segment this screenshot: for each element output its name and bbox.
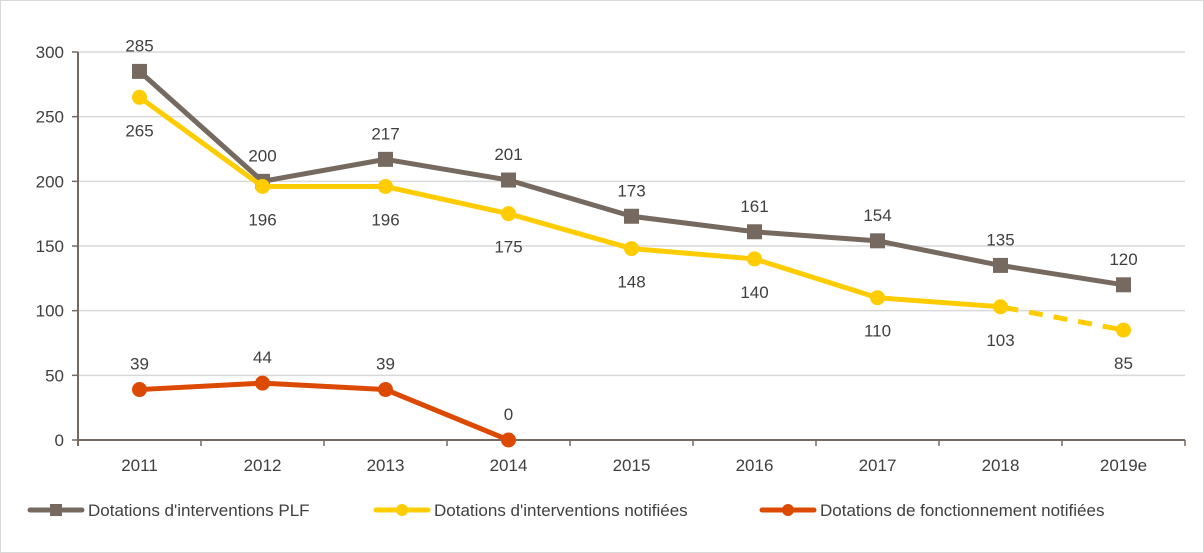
y-tick-label: 0 bbox=[55, 431, 64, 450]
data-label: 201 bbox=[494, 145, 522, 164]
data-point-marker bbox=[1116, 277, 1131, 293]
y-tick-label: 50 bbox=[45, 366, 64, 385]
data-label: 39 bbox=[130, 355, 149, 374]
legend-item: Dotations d'interventions notifiées bbox=[373, 501, 688, 520]
data-label: 285 bbox=[125, 36, 153, 55]
data-labels: 285 200 217 201 173 161 154 135 120 265 196 196 175 1… bbox=[125, 36, 1137, 424]
x-tick-label: 2011 bbox=[121, 456, 158, 475]
data-point-marker bbox=[132, 89, 147, 105]
data-point-marker bbox=[255, 375, 270, 391]
data-point-marker bbox=[378, 151, 393, 167]
x-tick-label: 2013 bbox=[367, 456, 405, 475]
data-point-marker bbox=[624, 208, 639, 224]
data-point-marker bbox=[255, 179, 270, 195]
data-point-marker bbox=[747, 251, 762, 267]
data-point-marker bbox=[747, 224, 762, 240]
data-label: 120 bbox=[1109, 250, 1137, 269]
data-label: 200 bbox=[248, 146, 276, 165]
y-tick-label: 150 bbox=[36, 237, 64, 256]
x-tick-label: 2015 bbox=[613, 456, 651, 475]
data-label: 140 bbox=[740, 283, 768, 302]
data-label: 103 bbox=[986, 331, 1014, 350]
x-axis-ticks: 2011 2012 2013 2014 2015 2016 2017 2018 2019e bbox=[77, 440, 1186, 475]
y-tick-label: 200 bbox=[36, 172, 64, 191]
data-label: 196 bbox=[371, 211, 399, 230]
data-label: 196 bbox=[248, 211, 276, 230]
data-point-marker bbox=[1116, 322, 1131, 338]
x-tick-label: 2014 bbox=[490, 456, 528, 475]
data-point-marker bbox=[378, 179, 393, 195]
y-tick-label: 300 bbox=[36, 43, 64, 62]
data-label: 265 bbox=[125, 121, 153, 140]
x-tick-label: 2016 bbox=[736, 456, 774, 475]
data-label: 154 bbox=[863, 206, 891, 225]
legend-item: Dotations de fonctionnement notifiées bbox=[759, 501, 1104, 520]
legend-label: Dotations de fonctionnement notifiées bbox=[820, 501, 1104, 520]
x-tick-label: 2017 bbox=[859, 456, 897, 475]
data-label: 85 bbox=[1114, 354, 1133, 373]
axes bbox=[77, 52, 1185, 446]
data-point-marker bbox=[378, 382, 393, 398]
series-dashed-line-1 bbox=[1000, 304, 1124, 333]
series-line-2 bbox=[137, 380, 511, 443]
legend-label: Dotations d'interventions PLF bbox=[88, 501, 310, 520]
x-tick-label: 2018 bbox=[982, 456, 1020, 475]
data-label: 110 bbox=[864, 322, 891, 341]
data-point-marker bbox=[132, 63, 147, 79]
y-tick-label: 100 bbox=[36, 302, 64, 321]
data-label: 44 bbox=[253, 348, 272, 367]
data-point-marker bbox=[501, 206, 516, 222]
data-label: 175 bbox=[494, 238, 522, 257]
data-point-marker bbox=[993, 257, 1008, 273]
data-label: 135 bbox=[986, 230, 1014, 249]
y-tick-label: 250 bbox=[36, 108, 64, 127]
legend: Dotations d'interventions PLF Dotations d… bbox=[27, 501, 1104, 520]
data-point-marker bbox=[501, 172, 516, 188]
series-line-1 bbox=[137, 94, 1003, 310]
data-label: 0 bbox=[504, 405, 513, 424]
data-point-marker bbox=[132, 382, 147, 398]
x-tick-label: 2019e bbox=[1100, 456, 1147, 475]
x-tick-label: 2012 bbox=[244, 456, 282, 475]
data-label: 173 bbox=[617, 181, 645, 200]
legend-marker-square-icon bbox=[50, 504, 62, 516]
data-label: 217 bbox=[371, 124, 399, 143]
data-label: 161 bbox=[740, 197, 768, 216]
data-point-marker bbox=[993, 299, 1008, 315]
legend-marker-circle-icon bbox=[782, 504, 794, 516]
data-point-marker bbox=[501, 432, 516, 448]
data-point-marker bbox=[870, 233, 885, 249]
legend-label: Dotations d'interventions notifiées bbox=[434, 501, 688, 520]
data-point-marker bbox=[870, 290, 885, 306]
y-axis-ticks: 0 50 100 150 200 250 300 bbox=[36, 43, 78, 450]
data-point-marker bbox=[624, 241, 639, 257]
legend-marker-circle-icon bbox=[396, 504, 408, 516]
data-label: 148 bbox=[617, 273, 645, 292]
legend-item: Dotations d'interventions PLF bbox=[27, 501, 310, 520]
data-label: 39 bbox=[376, 355, 395, 374]
series-group bbox=[132, 63, 1131, 448]
